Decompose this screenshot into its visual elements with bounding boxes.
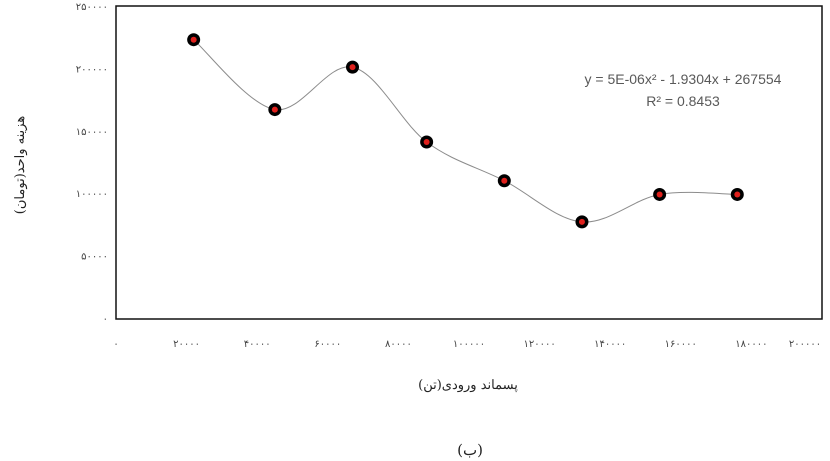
data-point [730,187,744,201]
data-point [420,135,434,149]
x-axis-title: پسماند ورودی(تن) [418,378,518,393]
x-tick-label: ۱۰۰۰۰۰ [453,339,485,350]
data-point-dot [423,139,430,146]
data-point-dot [349,64,356,71]
y-tick-label: ۲۰۰۰۰۰ [76,64,108,75]
data-points [187,33,744,229]
data-point [497,174,511,188]
x-axis-ticks: ۰ ۲۰۰۰۰ ۴۰۰۰۰ ۶۰۰۰۰ ۸۰۰۰۰ ۱۰۰۰۰۰ ۱۲۰۰۰۰ ۱۴۰۰۰۰ ۱… [113,339,821,350]
x-tick-label: ۶۰۰۰۰ [314,339,341,350]
plot-area [115,5,823,320]
y-tick-label: ۱۰۰۰۰۰ [76,189,108,200]
data-point [346,60,360,74]
data-point-dot [190,36,197,43]
x-tick-label: ۴۰۰۰۰ [244,339,271,350]
x-tick-label: ۱۶۰۰۰۰ [665,339,697,350]
x-tick-label: ۲۰۰۰۰۰ [789,339,821,350]
y-tick-label: ۱۵۰۰۰۰ [76,127,108,138]
y-axis-title: هزینه واحد(تومان) [13,116,28,215]
data-point [575,215,589,229]
data-point [268,103,282,117]
data-point [187,33,201,47]
x-tick-label: ۸۰۰۰۰ [385,339,412,350]
y-tick-label: ۵۰۰۰۰ [81,252,108,263]
data-point-dot [656,191,663,198]
y-axis-ticks: ۰ ۵۰۰۰۰ ۱۰۰۰۰۰ ۱۵۰۰۰۰ ۲۰۰۰۰۰ ۲۵۰۰۰۰ [76,2,108,325]
trendline-r-squared: R² = 0.8453 [646,93,720,109]
data-point-dot [578,218,585,225]
data-point-dot [734,191,741,198]
data-point [653,187,667,201]
figure-caption: (ب) [457,441,483,459]
y-tick-label: ۲۵۰۰۰۰ [76,2,108,13]
x-tick-label: ۱۴۰۰۰۰ [594,339,626,350]
x-tick-label: ۱۲۰۰۰۰ [523,339,555,350]
data-point-dot [271,106,278,113]
data-point-dot [501,177,508,184]
x-tick-label: ۰ [113,339,118,350]
trendline-equation: y = 5E-06x² - 1.9304x + 267554 [585,71,782,87]
x-tick-label: ۱۸۰۰۰۰ [735,339,767,350]
y-tick-label: ۰ [103,314,108,325]
x-tick-label: ۲۰۰۰۰ [173,339,200,350]
